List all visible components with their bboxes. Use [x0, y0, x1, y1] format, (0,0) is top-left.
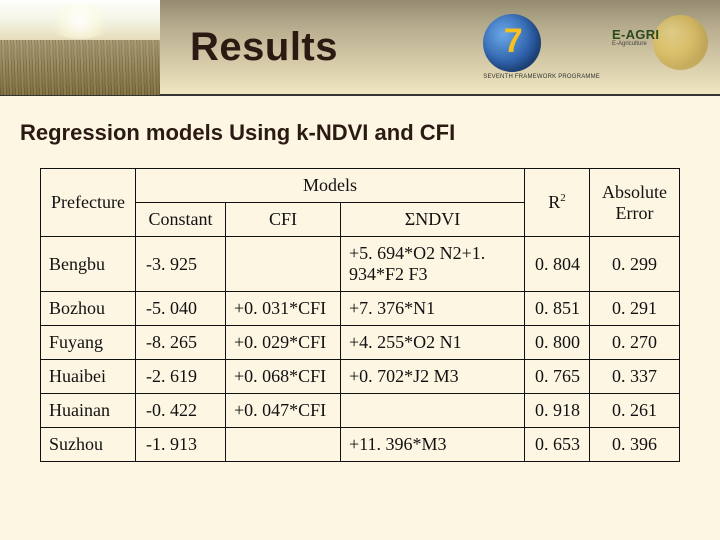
cell-r2: 0. 800 — [525, 326, 590, 360]
cell-constant: -2. 619 — [136, 360, 226, 394]
col-abserr: Absolute Error — [590, 169, 680, 237]
cell-sndvi: +4. 255*O2 N1 — [341, 326, 525, 360]
cell-cfi: +0. 031*CFI — [226, 292, 341, 326]
eagri-logo: E-AGRI E-Agriculture — [612, 27, 702, 67]
table-row: Bengbu -3. 925 +5. 694*O2 N2+1. 934*F2 F… — [41, 237, 680, 292]
cell-err: 0. 337 — [590, 360, 680, 394]
cell-r2: 0. 765 — [525, 360, 590, 394]
section-title: Regression models Using k-NDVI and CFI — [20, 120, 700, 146]
fp7-logo: 7 — [483, 14, 541, 72]
cell-pref: Huainan — [41, 394, 136, 428]
cell-r2: 0. 804 — [525, 237, 590, 292]
content-area: Regression models Using k-NDVI and CFI P… — [0, 96, 720, 462]
cell-constant: -1. 913 — [136, 428, 226, 462]
wheat-image — [0, 0, 160, 95]
col-models: Models — [136, 169, 525, 203]
table-row: Huainan -0. 422 +0. 047*CFI 0. 918 0. 26… — [41, 394, 680, 428]
cell-constant: -5. 040 — [136, 292, 226, 326]
cell-cfi: +0. 029*CFI — [226, 326, 341, 360]
cell-sndvi: +11. 396*M3 — [341, 428, 525, 462]
table-row: Suzhou -1. 913 +11. 396*M3 0. 653 0. 396 — [41, 428, 680, 462]
cell-pref: Suzhou — [41, 428, 136, 462]
cell-err: 0. 396 — [590, 428, 680, 462]
regression-table: Prefecture Models R2 Absolute Error Cons… — [40, 168, 680, 462]
cell-r2: 0. 918 — [525, 394, 590, 428]
cell-constant: -3. 925 — [136, 237, 226, 292]
cell-pref: Fuyang — [41, 326, 136, 360]
cell-cfi — [226, 237, 341, 292]
logo-zone: 7 SEVENTH FRAMEWORK PROGRAMME E-AGRI E-A… — [483, 14, 720, 80]
cell-err: 0. 291 — [590, 292, 680, 326]
cell-sndvi: +0. 702*J2 M3 — [341, 360, 525, 394]
cell-constant: -0. 422 — [136, 394, 226, 428]
cell-sndvi — [341, 394, 525, 428]
table-row: Bozhou -5. 040 +0. 031*CFI +7. 376*N1 0.… — [41, 292, 680, 326]
cell-pref: Huaibei — [41, 360, 136, 394]
cell-err: 0. 270 — [590, 326, 680, 360]
fp7-logo-block: 7 SEVENTH FRAMEWORK PROGRAMME — [483, 14, 600, 80]
col-r2: R2 — [525, 169, 590, 237]
cell-cfi: +0. 068*CFI — [226, 360, 341, 394]
globe-icon — [653, 15, 708, 70]
cell-sndvi: +7. 376*N1 — [341, 292, 525, 326]
cell-err: 0. 261 — [590, 394, 680, 428]
cell-sndvi: +5. 694*O2 N2+1. 934*F2 F3 — [341, 237, 525, 292]
cell-constant: -8. 265 — [136, 326, 226, 360]
table-header-row-1: Prefecture Models R2 Absolute Error — [41, 169, 680, 203]
fp7-seven-icon: 7 — [504, 22, 523, 61]
fp7-caption: SEVENTH FRAMEWORK PROGRAMME — [483, 74, 600, 80]
cell-pref: Bengbu — [41, 237, 136, 292]
col-prefecture: Prefecture — [41, 169, 136, 237]
header-band: Results 7 SEVENTH FRAMEWORK PROGRAMME E-… — [0, 0, 720, 96]
cell-r2: 0. 653 — [525, 428, 590, 462]
table-row: Fuyang -8. 265 +0. 029*CFI +4. 255*O2 N1… — [41, 326, 680, 360]
slide-title: Results — [190, 25, 483, 70]
cell-r2: 0. 851 — [525, 292, 590, 326]
eagri-text: E-AGRI — [612, 27, 702, 42]
cell-cfi: +0. 047*CFI — [226, 394, 341, 428]
table-row: Huaibei -2. 619 +0. 068*CFI +0. 702*J2 M… — [41, 360, 680, 394]
col-cfi: CFI — [226, 203, 341, 237]
col-sndvi: ΣNDVI — [341, 203, 525, 237]
cell-err: 0. 299 — [590, 237, 680, 292]
col-constant: Constant — [136, 203, 226, 237]
cell-cfi — [226, 428, 341, 462]
cell-pref: Bozhou — [41, 292, 136, 326]
